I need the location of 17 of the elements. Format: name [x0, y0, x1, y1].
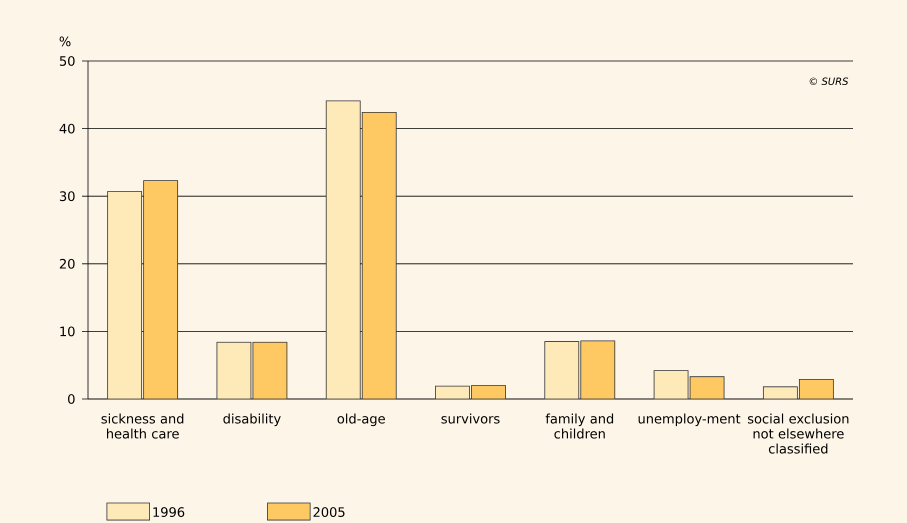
- x-tick-label: sickness and health care: [102, 414, 184, 439]
- y-axis-title: %: [60, 36, 71, 46]
- legend-label: 1996: [153, 507, 184, 517]
- legend-label: 2005: [314, 507, 344, 517]
- y-tick-label: 0: [68, 394, 75, 404]
- y-tick-label: 50: [60, 56, 75, 66]
- y-tick-label: 30: [60, 191, 75, 202]
- x-tick-label: family and children: [546, 414, 614, 439]
- y-tick-label: 10: [60, 326, 75, 336]
- annotation: © SURS: [810, 77, 848, 86]
- y-tick-label: 20: [60, 258, 75, 269]
- x-tick-label: old-age: [338, 414, 385, 426]
- x-tick-label: unemploy-ment: [638, 414, 740, 426]
- y-tick-label: 40: [60, 124, 75, 134]
- x-tick-label: disability: [223, 414, 281, 426]
- x-tick-label: social exclusion not elsewhere classified: [748, 414, 848, 454]
- x-tick-label: survivors: [441, 414, 500, 424]
